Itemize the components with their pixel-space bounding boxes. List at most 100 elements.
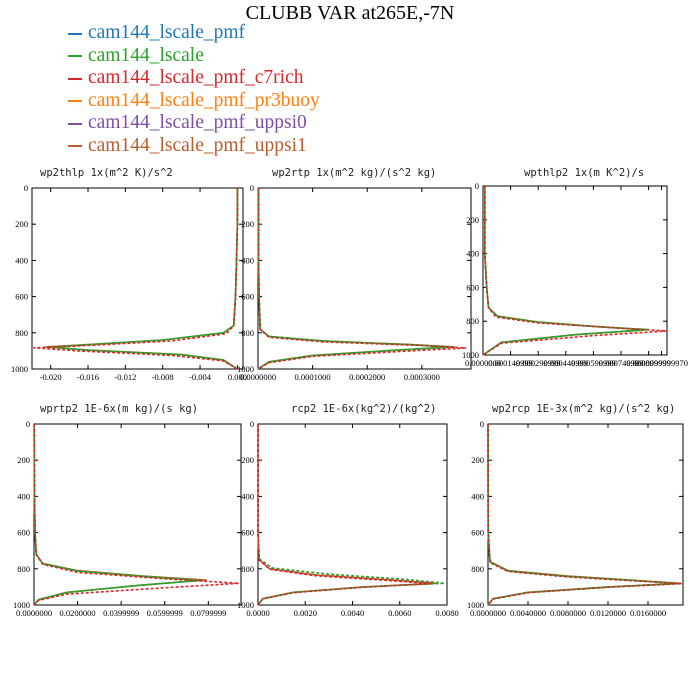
y-tick-label: 600 [466, 282, 479, 292]
x-tick-label: -0.008 [152, 372, 174, 382]
legend-item: cam144_lscale [68, 45, 320, 68]
y-tick-label: 200 [241, 219, 254, 229]
x-tick-label: 0.0080000 [550, 608, 586, 618]
legend-item: cam144_lscale_pmf [68, 22, 320, 45]
panel-title: wpthlp2 1x(m K^2)/s [524, 167, 644, 179]
y-tick-label: 400 [15, 255, 28, 265]
series-line [482, 186, 646, 356]
y-tick-label: 800 [471, 564, 484, 574]
y-tick-label: 1000 [237, 364, 254, 374]
y-tick-label: 200 [241, 455, 254, 465]
legend: cam144_lscale_pmf cam144_lscale cam144_lsc… [68, 22, 320, 157]
panel-title: wprtp2 1E-6x(m kg)/(s kg) [40, 403, 198, 415]
legend-label: cam144_lscale_pmf [88, 22, 246, 43]
x-tick-label: -0.020 [40, 372, 62, 382]
panel-2: wpthlp2 1x(m K^2)/s020040060080010000.00… [462, 167, 688, 368]
legend-swatch [68, 145, 82, 148]
x-tick-label: 0.0200000 [60, 608, 96, 618]
legend-label: cam144_lscale_pmf_pr3buoy [88, 89, 320, 111]
y-tick-label: 800 [241, 328, 254, 338]
legend-item: cam144_lscale_pmf_c7rich [68, 67, 320, 90]
panel-1: wp2rtp 1x(m^2 kg)/(s^2 kg) 0 200 400 600 800 1… [237, 167, 472, 382]
x-tick-label: 0.000749999 [599, 358, 644, 368]
x-tick-label: -0.016 [77, 372, 99, 382]
y-tick-label: 600 [241, 528, 254, 538]
y-tick-label: 200 [15, 219, 28, 229]
x-tick-label: -0.004 [189, 372, 212, 382]
panel-title: wp2thlp 1x(m^2 K)/s^2 [40, 167, 173, 179]
y-tick-label: 1000 [237, 600, 254, 610]
x-tick-label: 0.0060 [388, 608, 411, 618]
y-tick-label: 800 [15, 328, 28, 338]
plot-frame [33, 423, 242, 606]
y-tick-label: 400 [17, 491, 30, 501]
y-tick-label: 0 [475, 181, 479, 191]
x-tick-label: 0.0020 [294, 608, 317, 618]
series-line [33, 423, 201, 606]
legend-item: cam144_lscale_pmf_uppsi0 [68, 112, 320, 135]
series-line [257, 424, 434, 606]
y-tick-label: 0 [250, 183, 254, 193]
panel-title: rcp2 1E-6x(kg^2)/(kg^2) [291, 403, 436, 415]
x-tick-label: 0.0002000 [349, 372, 385, 382]
figure-title: CLUBB VAR at265E,-7N [245, 2, 455, 24]
x-tick-label: 0.0120000 [590, 608, 626, 618]
y-tick-label: 200 [17, 455, 30, 465]
series-line [257, 188, 450, 370]
plot-frame [482, 185, 668, 356]
legend-swatch [68, 122, 82, 125]
series-line [257, 188, 467, 370]
y-tick-label: 0 [24, 183, 28, 193]
series-line [482, 186, 668, 356]
legend-item: cam144_lscale_pmf_uppsi1 [68, 135, 320, 158]
legend-label: cam144_lscale [88, 44, 204, 66]
panel-title: wp2rcp 1E-3x(m^2 kg)/(s^2 kg) [492, 403, 675, 415]
legend-swatch [68, 77, 82, 80]
legend-label: cam144_lscale_pmf_c7rich [88, 67, 304, 88]
x-tick-label: 0.000449999 [543, 358, 588, 368]
legend-swatch [68, 32, 82, 35]
y-tick-label: 400 [241, 255, 254, 265]
y-tick-label: 600 [17, 528, 30, 538]
y-tick-label: 800 [17, 564, 30, 574]
panel-title: wp2rtp 1x(m^2 kg)/(s^2 kg) [272, 167, 436, 179]
x-tick-label: 0.000899999 [626, 358, 671, 368]
x-tick-label: 0.0003000 [404, 372, 440, 382]
y-tick-label: 200 [471, 455, 484, 465]
series-line [33, 188, 239, 370]
y-tick-label: 800 [241, 564, 254, 574]
plot-frame [31, 187, 244, 370]
y-tick-label: 600 [471, 528, 484, 538]
y-tick-label: 0 [26, 419, 30, 429]
x-tick-label: 0.000149999 [488, 358, 533, 368]
x-tick-label: 0.0001000 [295, 372, 331, 382]
x-tick-label: 0.0160000 [630, 608, 666, 618]
y-tick-label: 400 [241, 491, 254, 501]
y-tick-label: 1000 [467, 600, 484, 610]
x-tick-label: 0.0000 [246, 608, 269, 618]
x-tick-label: 0.000 [228, 372, 247, 382]
series-line [482, 186, 650, 356]
x-tick-label: -0.012 [114, 372, 136, 382]
panel-0: wp2thlp 1x(m^2 K)/s^2 0 200 400 600 800 1000 -0… [11, 167, 247, 382]
y-tick-label: 400 [466, 249, 479, 259]
y-tick-label: 1000 [13, 600, 30, 610]
x-tick-label: 0.0080 [435, 608, 458, 618]
series-line [487, 423, 683, 606]
legend-item: cam144_lscale_pmf_pr3buoy [68, 90, 320, 113]
legend-swatch [68, 100, 82, 103]
series-line [33, 423, 240, 606]
y-tick-label: 0 [250, 419, 254, 429]
y-tick-label: 200 [466, 215, 479, 225]
legend-label: cam144_lscale_pmf_uppsi0 [88, 112, 307, 133]
x-tick-label: 0.0000000 [470, 608, 506, 618]
x-tick-label: 0.000299999 [516, 358, 561, 368]
panel-3: wprtp2 1E-6x(m kg)/(s kg) 0 200 400 600 800 10… [13, 403, 242, 618]
y-tick-label: 600 [241, 292, 254, 302]
x-tick-label: 0.0040000 [510, 608, 546, 618]
legend-swatch [68, 55, 82, 58]
x-tick-label: 0.0000000 [240, 372, 276, 382]
y-tick-label: 1000 [11, 364, 28, 374]
